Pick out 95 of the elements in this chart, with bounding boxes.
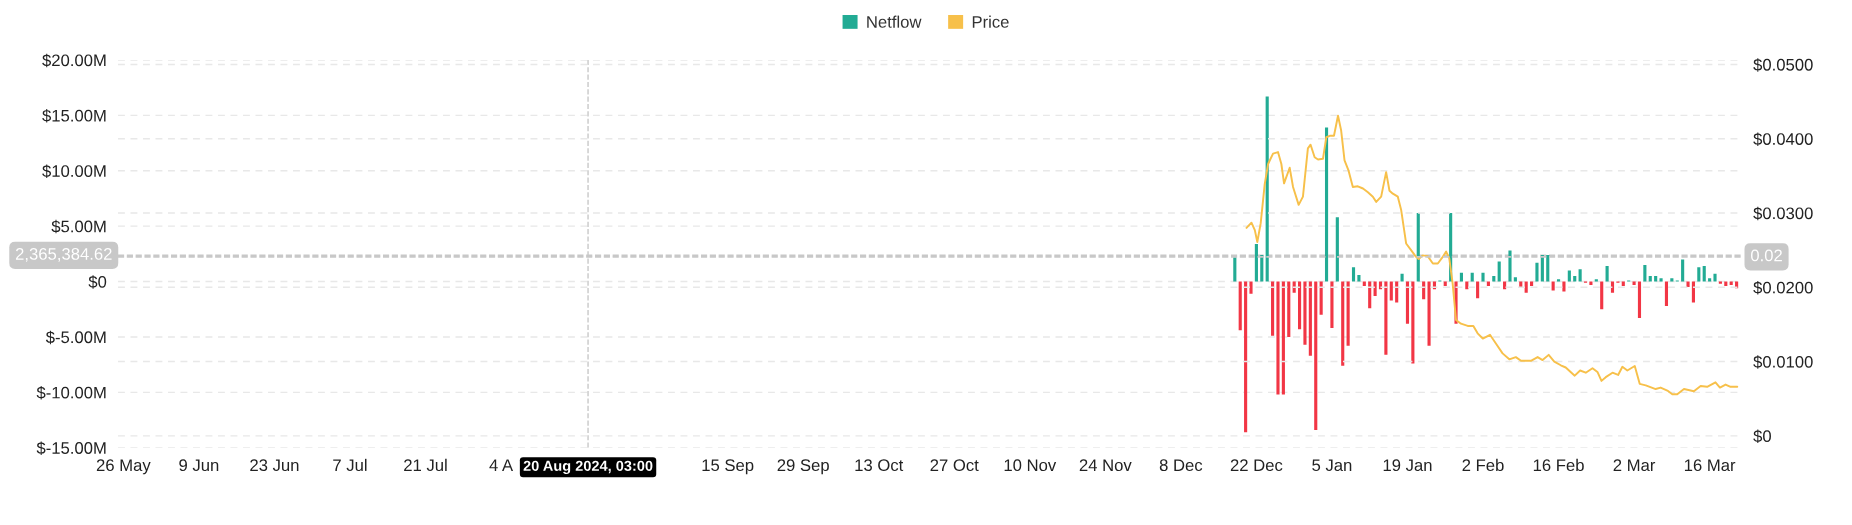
y-tick-label: $20.00M — [42, 53, 106, 68]
x-tick-label: 15 Sep — [702, 459, 754, 475]
y-tick-label: $-15.00M — [36, 441, 106, 455]
bar — [1713, 273, 1717, 282]
bar — [1395, 281, 1399, 303]
bar — [1254, 243, 1258, 282]
bar — [1508, 250, 1512, 282]
x-tick-label: 4 A — [489, 459, 514, 471]
bar — [1373, 281, 1377, 296]
bar — [1427, 281, 1431, 346]
bar — [1643, 264, 1647, 282]
x-tick-label: 8 Dec — [1159, 459, 1203, 472]
bar — [1319, 281, 1323, 315]
y2-tick-label: $0.0400 — [1753, 132, 1813, 146]
bar — [1470, 272, 1474, 282]
x-tick-label: 5 Jan — [1312, 459, 1352, 472]
bar — [1357, 274, 1361, 282]
x-tick-label: 19 Jan — [1383, 459, 1432, 472]
bar — [1260, 254, 1264, 282]
y2-tick-label: $0.0200 — [1753, 280, 1813, 295]
y2-tick-label: $0 — [1753, 429, 1771, 444]
bar — [1389, 281, 1393, 301]
bar — [1341, 281, 1345, 366]
x-tick-label: 29 Sep — [777, 459, 829, 475]
bar — [1535, 262, 1539, 282]
x-tick-label: 2 Mar — [1613, 459, 1656, 472]
y-tick-label: $15.00M — [42, 109, 106, 123]
bar — [1686, 281, 1690, 288]
ref-line-label: 20 Aug 2024, 03:00 — [523, 460, 653, 474]
bar — [1567, 270, 1571, 282]
bar — [1330, 281, 1334, 329]
bar — [1244, 281, 1248, 433]
bar — [1346, 281, 1350, 346]
x-tick-label: 26 May — [96, 459, 151, 475]
bar — [1578, 269, 1582, 282]
x-tick-label: 2 Feb — [1462, 458, 1504, 472]
y-tick-label: $-5.00M — [45, 330, 106, 345]
bar — [1459, 272, 1463, 282]
bar — [1605, 266, 1609, 282]
bar — [1324, 127, 1329, 282]
bar — [1384, 281, 1388, 355]
y2-tick-label: $0.0500 — [1753, 58, 1813, 72]
bar — [1405, 281, 1410, 324]
legend-label: Netflow — [867, 15, 922, 28]
legend-label: Price — [972, 15, 1009, 28]
bar — [1476, 281, 1480, 299]
bar — [1276, 281, 1280, 395]
bar — [1298, 281, 1302, 330]
bar — [1233, 257, 1237, 282]
line-series — [1245, 114, 1739, 396]
bar — [1335, 217, 1339, 282]
bar — [1600, 281, 1604, 310]
bar — [1481, 272, 1485, 282]
bar — [1546, 254, 1550, 282]
bar — [1697, 267, 1701, 282]
bar — [1400, 273, 1404, 282]
bar — [1411, 281, 1415, 364]
bar — [1691, 281, 1695, 303]
x-tick-label: 10 Nov — [1004, 459, 1057, 472]
bar — [1287, 281, 1291, 337]
y-tick-label: $-10.00M — [36, 386, 106, 400]
bar — [1610, 281, 1615, 293]
y-tick-label: $5.00M — [51, 219, 106, 234]
bar — [1637, 281, 1642, 319]
bar — [1368, 281, 1372, 309]
bar — [1681, 259, 1685, 282]
x-tick-label: 16 Mar — [1684, 459, 1736, 472]
y2-tick-label: $0.0300 — [1753, 206, 1813, 221]
x-tick-label: 13 Oct — [855, 459, 904, 472]
x-tick-label: 24 Nov — [1079, 459, 1132, 472]
x-tick-label: 16 Feb — [1533, 458, 1584, 472]
x-tick-label: 23 Jun — [250, 459, 299, 472]
bar — [1308, 281, 1312, 356]
bar — [1351, 267, 1356, 282]
y-tick-label: $0 — [88, 275, 107, 289]
bar — [1416, 212, 1420, 282]
bar — [1497, 261, 1501, 282]
bar — [1249, 281, 1253, 294]
y-tick-label: $10.00M — [42, 164, 106, 178]
bar — [1664, 281, 1669, 306]
bar — [1702, 266, 1706, 282]
bar — [1238, 281, 1242, 331]
bar — [1281, 281, 1285, 395]
x-tick-label: 21 Jul — [404, 458, 447, 472]
bar — [1303, 281, 1307, 345]
x-tick-label: 7 Jul — [333, 458, 367, 472]
bar — [1562, 281, 1566, 292]
x-tick-label: 27 Oct — [930, 459, 979, 472]
x-tick-label: 9 Jun — [179, 459, 219, 472]
bar — [1314, 281, 1318, 430]
bar — [1524, 281, 1528, 293]
x-tick-label: 22 Dec — [1230, 459, 1283, 472]
bar — [1540, 254, 1544, 282]
y2-tick-label: $0.0100 — [1753, 355, 1813, 369]
bar — [1271, 281, 1275, 336]
